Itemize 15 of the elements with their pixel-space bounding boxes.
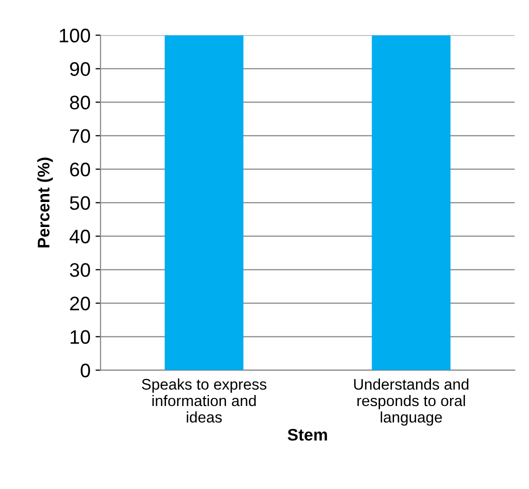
x-tick-label: Understands and responds to oral language <box>354 378 468 426</box>
y-tick-label: 100 <box>60 28 90 42</box>
x-tick-label: Speaks to express information and ideas <box>142 378 266 423</box>
y-tick-label: 90 <box>70 62 90 76</box>
y-axis-title: Percent (%) <box>37 158 53 248</box>
y-tick-label: 60 <box>70 162 90 176</box>
y-tick-label: 40 <box>70 230 90 244</box>
y-tick-label: 70 <box>70 129 90 143</box>
y-tick-label: 10 <box>70 330 90 344</box>
y-tick-label: 0 <box>80 364 90 378</box>
y-tick-label: 30 <box>70 263 90 277</box>
y-tick-label: 80 <box>70 96 90 110</box>
x-axis-title: Stem <box>288 428 327 441</box>
y-tick-label: 20 <box>70 296 90 310</box>
y-tick-label: 50 <box>70 196 90 210</box>
